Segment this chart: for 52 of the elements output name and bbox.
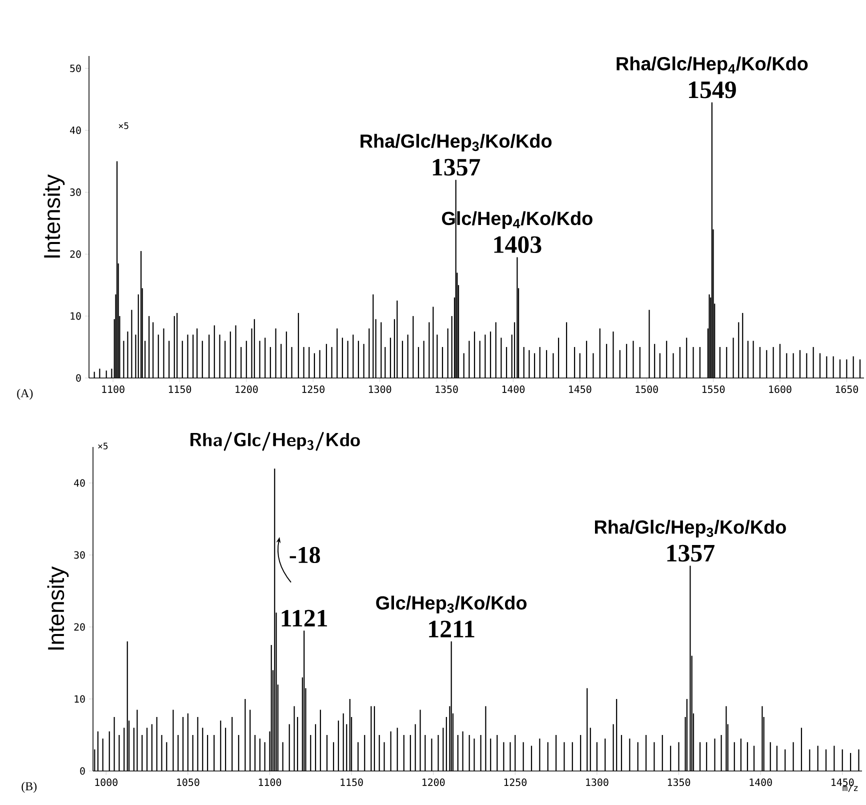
y-tick-label: 0 (76, 374, 81, 382)
annotation: Rha/Glc/Hep$_{3}$/Ko/Kdo (594, 520, 786, 538)
annotation: Rha/Glc/Hep$_{3}$/Kdo (190, 432, 360, 451)
x-tick-label: 1350 (668, 778, 690, 786)
y-tick-label: 10 (70, 312, 81, 320)
x-tick-label: 1400 (750, 778, 772, 786)
text: (A) (17, 388, 33, 400)
annotation: 1211 (429, 620, 474, 638)
x-tick-label: 1200 (422, 778, 445, 786)
y-tick-label: 20 (70, 250, 81, 258)
annotation: Glc/Hep$_{3}$/Ko/Kdo (376, 596, 527, 614)
y-tick-label: 40 (74, 479, 85, 487)
annotation: 1549 (689, 82, 736, 98)
annotation: 1403 (494, 236, 542, 254)
annotation: 1357 (667, 544, 715, 562)
annotation: 1357 (432, 158, 480, 176)
x-tick-label: 1250 (302, 385, 324, 394)
y-tick-label: 0 (80, 767, 85, 775)
x-tick-label: 1500 (636, 385, 658, 394)
x-tick-label: 1350 (436, 385, 458, 394)
y-tick-label: 30 (70, 188, 81, 196)
y-axis-title: Intensity (43, 174, 65, 258)
annotation: -18 (290, 546, 320, 564)
x-axis-title: m/z (842, 784, 858, 792)
x-tick-label: 1100 (102, 385, 124, 394)
x-tick-label: 1450 (832, 778, 854, 786)
x-tick-label: 1300 (369, 385, 392, 394)
y-axis-title: Intensity (47, 566, 69, 650)
y-tick-label: 40 (70, 126, 81, 134)
annotation: ×5 (118, 122, 128, 130)
text: (B) (22, 782, 37, 793)
x-tick-label: 1250 (504, 778, 526, 786)
x-tick-label: 1650 (836, 385, 858, 394)
x-tick-label: 1200 (236, 385, 258, 394)
annotation: Rha/Glc/Hep$_{3}$/Ko/Kdo (360, 134, 552, 152)
y-tick-label: 30 (74, 551, 85, 559)
x-tick-label: 1300 (586, 778, 608, 786)
x-tick-label: 1600 (769, 385, 792, 394)
y-tick-label: 10 (74, 695, 85, 703)
annotation: ×5 (98, 442, 108, 450)
x-tick-label: 1050 (177, 778, 200, 786)
y-tick-label: 20 (74, 623, 85, 631)
x-tick-label: 1450 (569, 385, 592, 394)
annotation: Rha/Glc/Hep$_{4}$/Ko/Kdo (616, 56, 808, 74)
x-tick-label: 1150 (168, 385, 192, 394)
annotation: 1121 (282, 610, 327, 626)
x-tick-label: 1150 (340, 778, 363, 786)
y-tick-label: 50 (70, 64, 81, 72)
x-tick-label: 1400 (502, 385, 525, 394)
x-tick-label: 1000 (95, 778, 118, 786)
x-tick-label: 1550 (702, 385, 725, 394)
x-tick-label: 1100 (258, 778, 282, 786)
